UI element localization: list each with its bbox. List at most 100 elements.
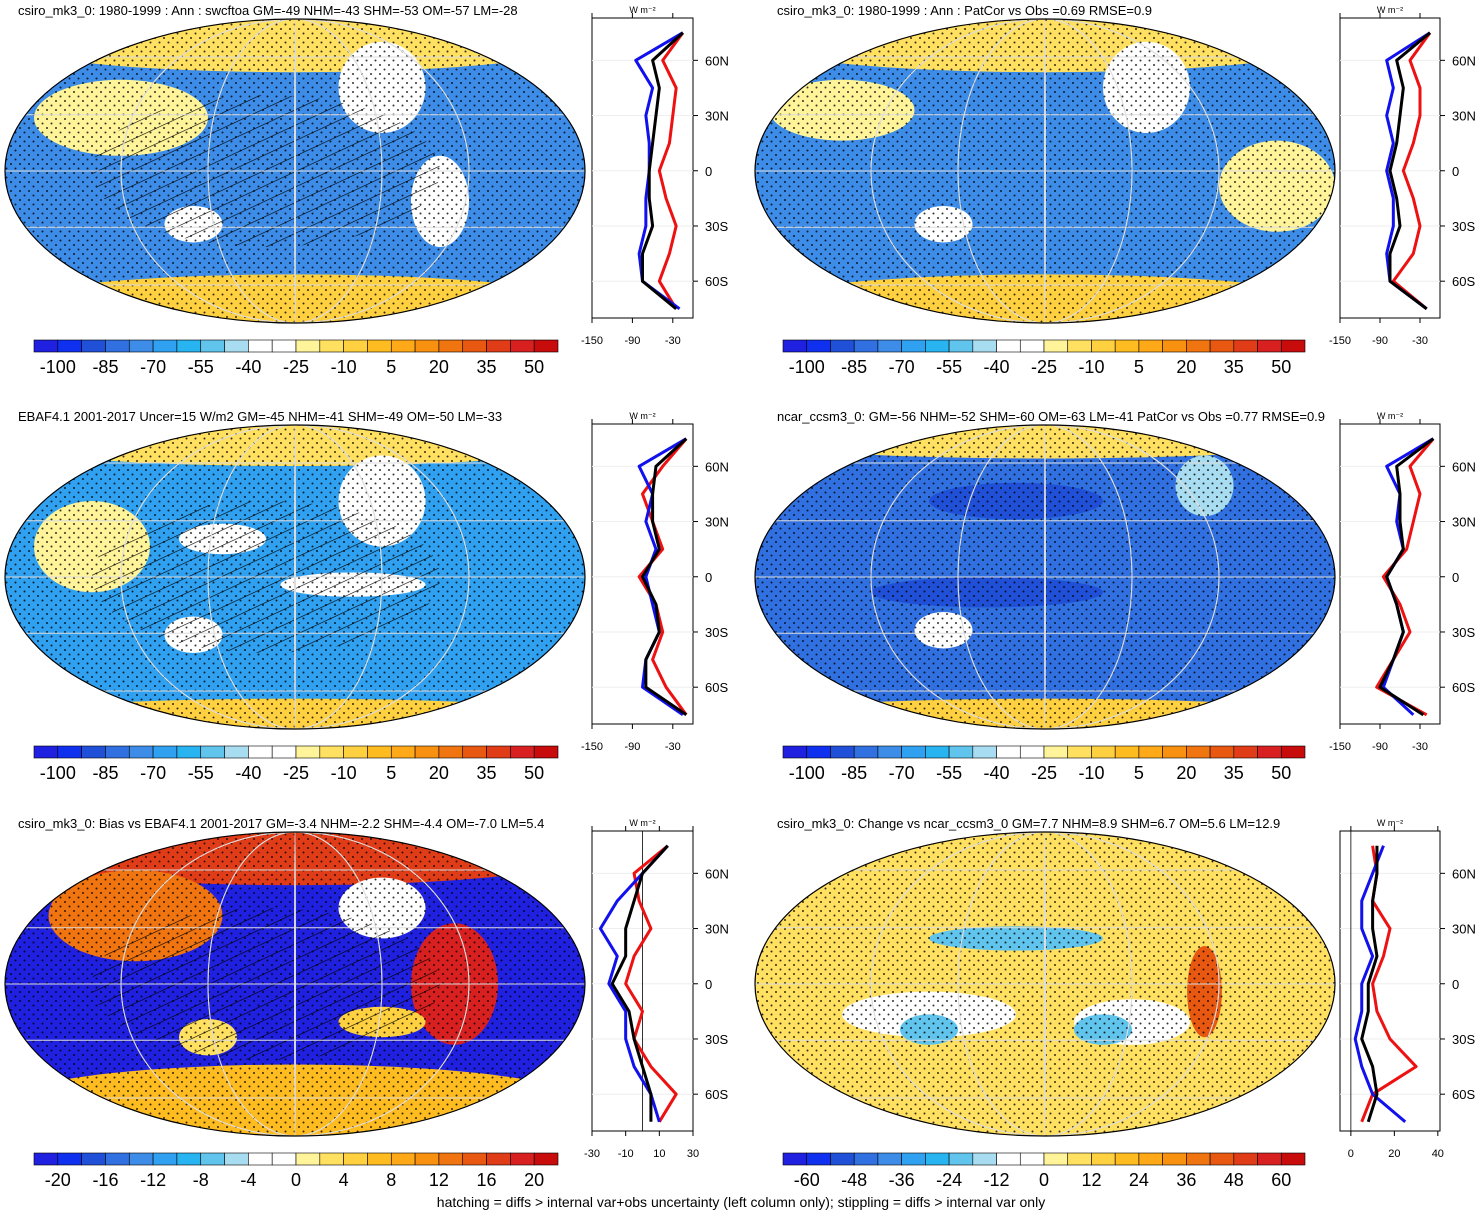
y-tick-label: 60N [705, 459, 729, 474]
colorbar-box [57, 339, 82, 353]
y-tick-label: 60S [705, 680, 728, 695]
colorbar-box [390, 1152, 416, 1166]
colorbar-box [533, 339, 559, 353]
colorbar-box [1162, 745, 1187, 759]
colorbar-box [1043, 1152, 1069, 1166]
y-tick-label: 0 [705, 164, 712, 179]
y-tick-label: 60S [705, 274, 728, 289]
x-tick-label: -30 [1412, 335, 1428, 347]
colorbar-box [152, 745, 178, 759]
colorbar-box [57, 745, 82, 759]
colorbar-box [390, 745, 416, 759]
colorbar-label: -40 [235, 763, 261, 783]
y-tick-label: 0 [1452, 164, 1459, 179]
panel: csiro_mk3_0: Change vs ncar_ccsm3_0 GM=7… [754, 816, 1476, 1190]
colorbar-box [248, 339, 273, 353]
colorbar-label: 50 [1271, 763, 1291, 783]
colorbar-label: -12 [984, 1170, 1010, 1190]
colorbar-box [319, 339, 344, 353]
colorbar-box [830, 745, 855, 759]
colorbar-label: -16 [92, 1170, 118, 1190]
colorbar-label: -36 [889, 1170, 915, 1190]
colorbar-box [1138, 745, 1163, 759]
panel-title: csiro_mk3_0: 1980-1999 : Ann : swcftoa G… [18, 3, 518, 18]
graticule [870, 832, 1220, 1136]
colorbar-box [438, 745, 464, 759]
colorbar-box [925, 745, 950, 759]
colorbar-label: 0 [1039, 1170, 1049, 1190]
colorbar-box [295, 339, 321, 353]
map [5, 425, 585, 729]
map [755, 832, 1335, 1136]
colorbar-box [1186, 745, 1211, 759]
y-tick-label: 0 [705, 570, 712, 585]
colorbar-box [1019, 745, 1045, 759]
x-tick-label: 30 [687, 1148, 699, 1160]
colorbar-box [877, 1152, 902, 1166]
colorbar-box [948, 339, 974, 353]
colorbar-box [248, 1152, 273, 1166]
map-outline [4, 831, 586, 1137]
colorbar-box [1257, 1152, 1282, 1166]
y-tick-label: 30S [705, 625, 728, 640]
y-tick-label: 30N [1452, 515, 1476, 530]
colorbar-label: -10 [331, 763, 357, 783]
colorbar-label: -12 [140, 1170, 166, 1190]
colorbar-box [200, 745, 225, 759]
colorbar-label: -10 [1078, 763, 1104, 783]
y-tick-label: 60N [705, 866, 729, 881]
y-tick-label: 30S [1452, 1032, 1475, 1047]
colorbar-label: 16 [477, 1170, 497, 1190]
colorbar-box [972, 745, 997, 759]
colorbar-label: -70 [889, 357, 915, 377]
colorbar-box [1209, 745, 1235, 759]
zonal-line [641, 437, 688, 717]
y-tick-label: 60N [1452, 53, 1476, 68]
y-tick-label: 60S [1452, 680, 1475, 695]
x-tick-label: -30 [665, 335, 681, 347]
colorbar-box [782, 1152, 808, 1166]
colorbar-box [486, 339, 511, 353]
y-tick-label: 30N [1452, 922, 1476, 937]
colorbar-box [1209, 1152, 1235, 1166]
colorbar-box [33, 745, 59, 759]
colorbar-label: -100 [40, 357, 76, 377]
colorbar-box [996, 339, 1021, 353]
colorbar-box [1114, 745, 1140, 759]
colorbar-box [925, 339, 950, 353]
colorbar-box [1091, 339, 1116, 353]
colorbar-box [1209, 339, 1235, 353]
colorbar-box [367, 745, 392, 759]
colorbar-label: -70 [140, 763, 166, 783]
colorbar-box [510, 1152, 535, 1166]
colorbar-box [128, 339, 154, 353]
x-tick-label: 0 [1348, 1148, 1354, 1160]
colorbar-box [438, 339, 464, 353]
colorbar-box [1019, 1152, 1045, 1166]
colorbar-label: -55 [936, 763, 962, 783]
colorbar-box [853, 745, 879, 759]
x-tick-label: -150 [581, 335, 603, 347]
colorbar-box [877, 745, 902, 759]
colorbar-label: -24 [936, 1170, 962, 1190]
colorbar-box [343, 745, 368, 759]
map-outline [4, 18, 586, 324]
colorbar-label: -55 [936, 357, 962, 377]
colorbar-label: 60 [1271, 1170, 1291, 1190]
graticule [1044, 832, 1046, 1136]
colorbar-label: 35 [1224, 357, 1244, 377]
colorbar-label: -10 [331, 357, 357, 377]
colorbar-label: -40 [984, 357, 1010, 377]
colorbar-box [806, 745, 831, 759]
panel-title: EBAF4.1 2001-2017 Uncer=15 W/m2 GM=-45 N… [18, 409, 502, 424]
colorbar-box [533, 745, 559, 759]
map-outline [754, 424, 1336, 730]
colorbar-label: 36 [1176, 1170, 1196, 1190]
colorbar-box [224, 339, 249, 353]
colorbar-box [414, 745, 440, 759]
colorbar-box [271, 339, 297, 353]
zonal-line [1353, 845, 1407, 1123]
colorbar-box [948, 745, 974, 759]
colorbar-label: 24 [1129, 1170, 1149, 1190]
